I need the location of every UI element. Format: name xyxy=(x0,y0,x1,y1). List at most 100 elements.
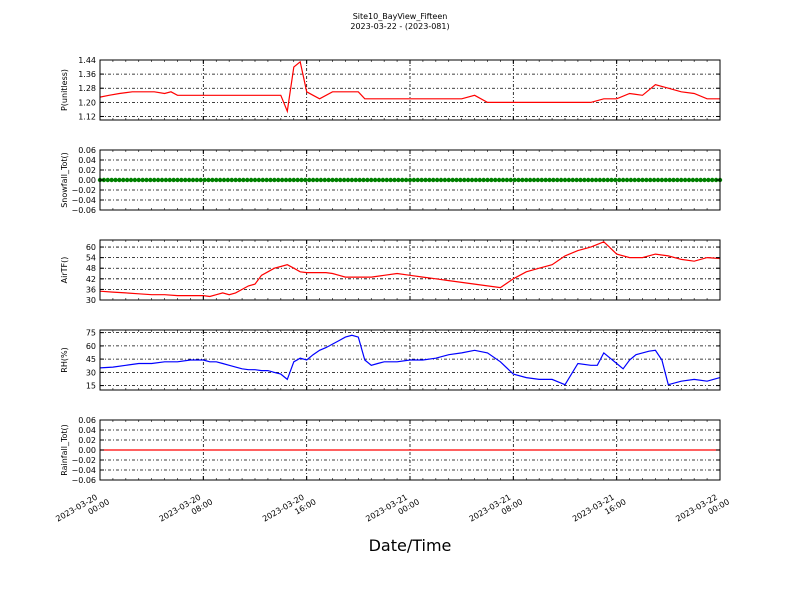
y-axis-label: RH(%) xyxy=(60,347,69,372)
y-tick-label: 30 xyxy=(86,368,96,377)
data-point xyxy=(365,177,370,183)
data-point xyxy=(481,177,486,183)
data-point xyxy=(558,177,564,183)
data-point xyxy=(423,177,428,183)
data-point xyxy=(686,177,692,183)
y-tick-label: 1.28 xyxy=(78,84,96,93)
data-point xyxy=(279,177,285,183)
data-point xyxy=(574,177,579,183)
data-point xyxy=(520,177,525,183)
data-point xyxy=(698,177,703,183)
data-point xyxy=(431,177,436,183)
y-tick-label: 60 xyxy=(86,243,96,252)
data-point xyxy=(295,177,300,183)
x-tick-label: 2023-03-2000:00 xyxy=(54,489,111,533)
y-tick-label: 0.00 xyxy=(78,176,96,185)
y-tick-label: −0.06 xyxy=(71,476,96,485)
data-point xyxy=(241,177,246,183)
data-point xyxy=(388,177,393,183)
y-tick-label: 0.00 xyxy=(78,446,96,455)
y-axis-label: P(unitless) xyxy=(60,69,69,111)
data-point xyxy=(702,177,707,183)
data-point xyxy=(450,177,455,183)
data-point xyxy=(706,177,711,183)
data-point xyxy=(132,177,138,183)
y-axis-label: AirTF() xyxy=(60,257,69,284)
data-point xyxy=(179,177,184,183)
y-tick-label: −0.02 xyxy=(71,456,96,465)
y-tick-label: −0.04 xyxy=(71,466,96,475)
data-point xyxy=(632,177,637,183)
data-point xyxy=(310,177,316,183)
data-point xyxy=(566,177,572,183)
y-tick-label: 45 xyxy=(86,355,96,364)
data-point xyxy=(547,177,552,183)
data-point xyxy=(361,177,366,183)
data-point xyxy=(624,177,630,183)
data-point xyxy=(217,177,223,183)
x-axis-label: Date/Time xyxy=(369,536,452,555)
data-point xyxy=(237,177,242,183)
y-tick-label: 0.06 xyxy=(78,416,96,425)
data-point xyxy=(136,177,141,183)
data-point xyxy=(198,177,203,183)
panel-5: −0.06−0.04−0.020.000.020.040.06 Rainfall_… xyxy=(60,416,721,485)
y-tick-label: 0.04 xyxy=(78,426,96,435)
y-tick-label: 1.12 xyxy=(78,112,96,121)
data-point xyxy=(671,177,676,183)
data-point xyxy=(710,177,715,183)
data-point xyxy=(105,177,110,183)
data-point xyxy=(252,177,258,183)
data-point xyxy=(260,177,265,183)
data-point xyxy=(551,177,556,183)
data-point xyxy=(163,177,169,183)
data-point xyxy=(183,177,188,183)
x-tick-label: 2023-03-2200:00 xyxy=(674,489,731,533)
data-point xyxy=(438,177,444,183)
data-point xyxy=(322,177,327,183)
data-point xyxy=(555,177,560,183)
data-point xyxy=(679,177,684,183)
data-point xyxy=(303,177,308,183)
data-point xyxy=(446,177,451,183)
data-point xyxy=(462,177,467,183)
data-point xyxy=(128,177,134,183)
y-axis-label: Snowfall_Tot() xyxy=(60,152,69,208)
data-point xyxy=(469,177,475,183)
data-point xyxy=(124,177,130,183)
data-point xyxy=(376,177,382,183)
data-point xyxy=(206,177,211,183)
data-point xyxy=(586,177,591,183)
data-point xyxy=(384,177,389,183)
data-point xyxy=(613,177,618,183)
data-point xyxy=(140,177,145,183)
data-point xyxy=(330,177,335,183)
series-line xyxy=(99,60,720,114)
y-tick-label: 36 xyxy=(86,285,96,294)
data-point xyxy=(175,177,180,183)
data-point xyxy=(202,177,207,183)
data-point xyxy=(349,177,355,183)
data-point xyxy=(543,177,548,183)
data-point xyxy=(454,177,459,183)
y-tick-label: 0.04 xyxy=(78,156,96,165)
data-point xyxy=(508,177,513,183)
data-point xyxy=(496,177,502,183)
data-point xyxy=(640,177,645,183)
data-point xyxy=(403,177,409,183)
x-tick-label: 2023-03-2008:00 xyxy=(158,489,215,533)
y-axis-label: Rainfall_Tot() xyxy=(60,424,69,476)
data-point xyxy=(152,177,157,183)
data-point xyxy=(419,177,424,183)
data-point xyxy=(283,177,289,183)
data-point xyxy=(609,177,614,183)
y-tick-label: −0.04 xyxy=(71,196,96,205)
data-point xyxy=(357,177,362,183)
data-point xyxy=(214,177,219,183)
data-point xyxy=(190,177,196,183)
data-point xyxy=(318,177,324,183)
data-point xyxy=(415,177,420,183)
data-point xyxy=(582,177,587,183)
data-point xyxy=(186,177,192,183)
data-point xyxy=(562,177,568,183)
